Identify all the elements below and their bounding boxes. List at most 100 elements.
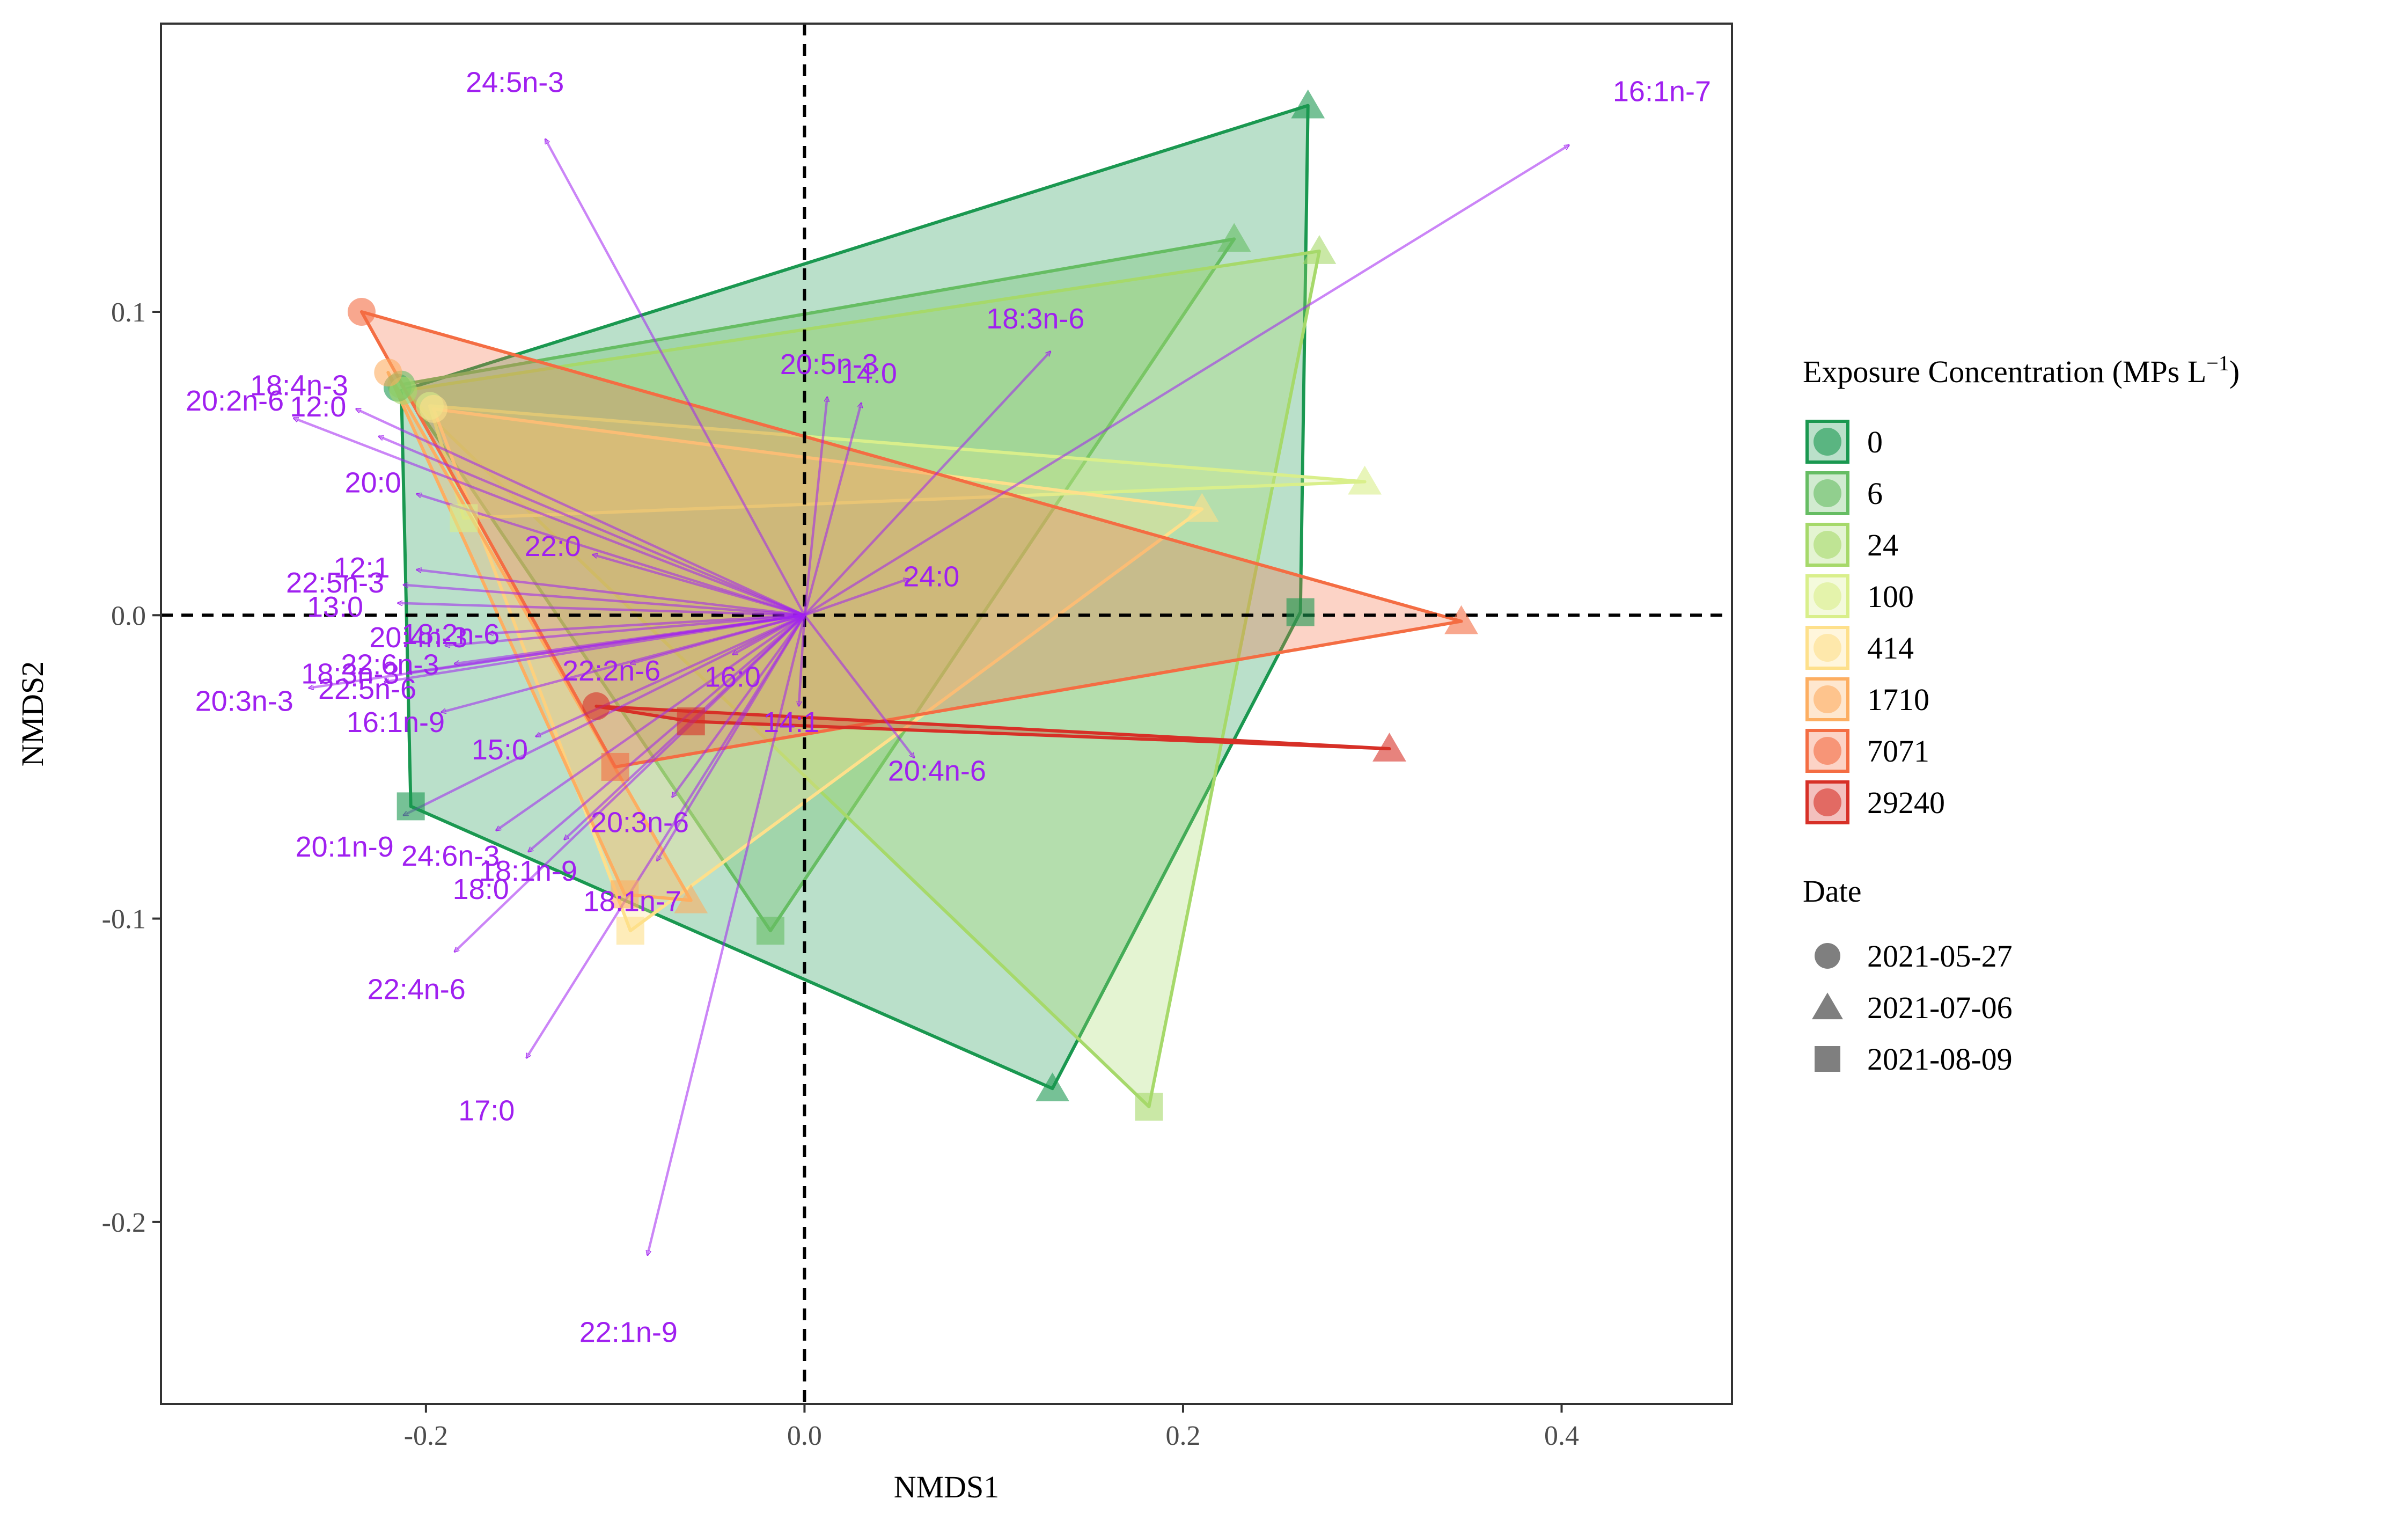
vector-arrow-22:1n-9 <box>648 615 806 1255</box>
vector-label: 17:0 <box>458 1095 515 1127</box>
point-0-triangle <box>1036 1072 1069 1102</box>
point-414-triangle <box>1185 493 1219 522</box>
point-29240-triangle <box>1372 733 1406 762</box>
vector-label: 13:0 <box>307 591 363 623</box>
legend-shape-square <box>1815 1046 1840 1072</box>
vector-label: 20:1n-9 <box>296 831 394 863</box>
legend-shape-items: 2021-05-27 2021-07-06 2021-08-09 <box>1812 939 2013 1077</box>
point-0-square <box>1286 598 1315 626</box>
point-layer <box>347 89 1478 1121</box>
vector-label: 20:4n-3 <box>369 621 467 654</box>
point-6-triangle <box>1217 223 1251 252</box>
point-24-triangle <box>1302 235 1337 264</box>
legend-label: 0 <box>1867 425 1883 459</box>
vector-arrow-12:1 <box>416 569 805 617</box>
vector-arrow-24:0 <box>804 579 908 617</box>
y-tick-label: -0.2 <box>102 1208 146 1238</box>
vector-arrow-20:3n-3 <box>309 614 805 688</box>
vector-label: 24:5n-3 <box>466 66 564 98</box>
point-7071-triangle <box>1444 605 1478 634</box>
vector-arrow-14:1 <box>799 615 806 706</box>
point-7071-square <box>601 752 629 781</box>
vector-arrow-16:1n-9 <box>441 614 805 712</box>
vector-label: 22:0 <box>525 530 581 562</box>
legend-key-point-29240 <box>1814 788 1841 816</box>
vector-label: 20:0 <box>345 466 401 499</box>
point-1710-square <box>611 880 639 909</box>
legend-fill-items: 0 6 24 100 414 1710 7071 29240 <box>1805 420 1945 824</box>
point-1710-triangle <box>674 884 708 913</box>
vector-label-layer: 24:5n-3 16:1n-718:3n-620:5n-314:018:4n-31… <box>186 66 1711 1348</box>
point-29240-square <box>677 707 705 736</box>
legend-shape-title: Date <box>1803 874 1862 909</box>
vector-arrow-20:0 <box>416 494 805 617</box>
point-414-circle <box>419 394 447 423</box>
x-axis: -0.2 0.0 0.2 0.4 <box>404 1404 1579 1451</box>
vector-arrow-22:0 <box>592 554 805 617</box>
y-tick-label: 0.0 <box>111 601 146 631</box>
legend-label: 6 <box>1867 476 1883 511</box>
legend-label: 2021-08-09 <box>1867 1042 2013 1077</box>
vector-arrow-18:2n-6 <box>488 614 805 633</box>
point-100-square <box>450 504 478 532</box>
vector-arrow-24:5n-3 <box>544 139 806 616</box>
vector-label: 12:0 <box>290 391 346 423</box>
point-1710-circle <box>374 359 402 387</box>
vector-label: 20:4n-6 <box>888 755 986 787</box>
legend-key-point-414 <box>1814 634 1841 662</box>
vector-label: 18:3n-6 <box>986 303 1084 335</box>
vector-arrow-16:1n-7 <box>804 144 1569 617</box>
vector-arrow-20:5n-3 <box>803 397 827 616</box>
legend-label: 100 <box>1867 579 1914 614</box>
vector-arrow-18:3n-6 <box>803 351 1052 616</box>
vector-arrow-22:5n-3 <box>403 585 805 617</box>
legend-key-point-1710 <box>1814 685 1841 713</box>
x-tick-label: 0.4 <box>1544 1421 1579 1451</box>
legend-label: 2021-07-06 <box>1867 990 2013 1025</box>
vector-label: 22:6n-3 <box>341 649 439 681</box>
point-29240-circle <box>582 692 611 720</box>
legend-fill-title-text: Exposure Concentration (MPs L <box>1803 354 2206 389</box>
x-tick-label: -0.2 <box>404 1421 448 1451</box>
vector-arrow-15:0 <box>535 614 805 738</box>
legend-shape-circle <box>1815 943 1840 969</box>
y-axis: -0.2 -0.1 0.0 0.1 <box>102 297 161 1238</box>
legend-key-point-0 <box>1814 428 1841 456</box>
vector-label: 24:6n-3 <box>401 840 500 872</box>
point-7071-circle <box>347 298 376 326</box>
hull-24 <box>401 249 1321 1109</box>
vector-label: 24:0 <box>903 561 959 593</box>
legend-key-point-24 <box>1814 531 1841 559</box>
vector-arrow-20:3n-6 <box>671 614 806 797</box>
legend-label: 2021-05-27 <box>1867 939 2013 974</box>
x-tick-label: 0.0 <box>787 1421 822 1451</box>
legend-key-point-7071 <box>1814 737 1841 765</box>
legend-shape-triangle <box>1812 992 1843 1020</box>
legend-fill-title-suffix: ) <box>2229 354 2240 389</box>
legend-label: 24 <box>1867 528 1898 562</box>
vector-label: 20:2n-6 <box>186 385 284 417</box>
reference-lines <box>161 24 1732 1404</box>
vector-label: 18:1n-7 <box>583 886 681 918</box>
vector-label: 20:3n-3 <box>195 685 293 717</box>
legend-label: 7071 <box>1867 734 1929 769</box>
point-24-square <box>1135 1093 1163 1121</box>
legend-key-point-6 <box>1814 479 1841 507</box>
legend-key-point-100 <box>1814 582 1841 610</box>
vector-label: 15:0 <box>472 734 528 766</box>
vector-label: 22:4n-6 <box>368 973 466 1005</box>
y-axis-label: NMDS2 <box>15 661 50 767</box>
point-100-triangle <box>1348 465 1382 495</box>
point-414-square <box>616 917 644 945</box>
vector-label: 14:1 <box>763 706 819 738</box>
legend-label: 1710 <box>1867 682 1929 717</box>
vector-arrow-14:0 <box>803 403 861 616</box>
vector-label: 22:2n-6 <box>562 655 660 687</box>
point-6-square <box>756 917 784 945</box>
vector-arrow-22:4n-6 <box>454 614 805 953</box>
vector-layer <box>293 139 1569 1255</box>
legend-label: 414 <box>1867 631 1914 666</box>
hull-6 <box>400 237 1236 933</box>
